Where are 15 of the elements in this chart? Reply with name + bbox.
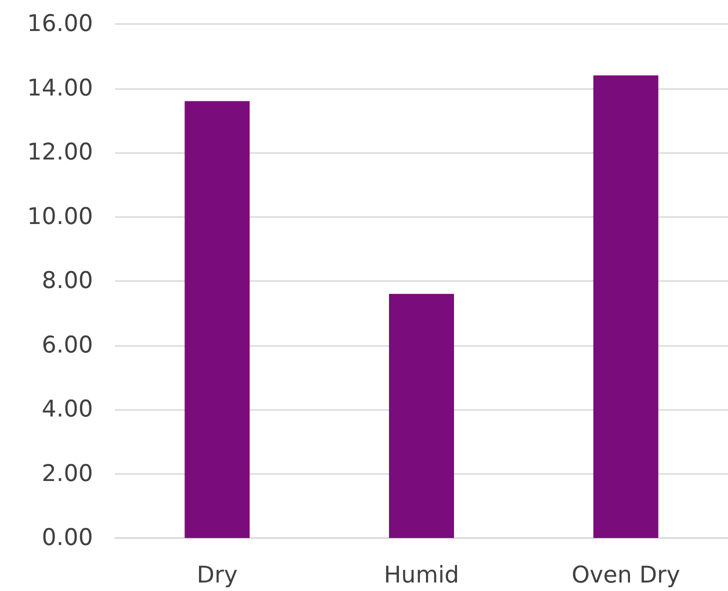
y-tick-label: 10.00: [27, 204, 93, 230]
y-tick-label: 14.00: [27, 75, 93, 102]
bar: [184, 101, 250, 538]
x-tick-label: Dry: [196, 562, 238, 588]
y-tick-label: 6.00: [42, 332, 93, 358]
y-tick-label: 12.00: [27, 140, 93, 166]
y-tick-label: 4.00: [42, 396, 93, 422]
y-tick-label: 16.00: [27, 11, 93, 37]
y-tick-label: 2.00: [42, 460, 93, 487]
bar: [593, 75, 658, 538]
x-tick-label: Humid: [384, 562, 460, 588]
x-tick-label: Oven Dry: [572, 562, 680, 588]
y-tick-label: 8.00: [42, 268, 93, 294]
bar: [389, 294, 454, 538]
y-tick-label: 0.00: [42, 525, 93, 551]
